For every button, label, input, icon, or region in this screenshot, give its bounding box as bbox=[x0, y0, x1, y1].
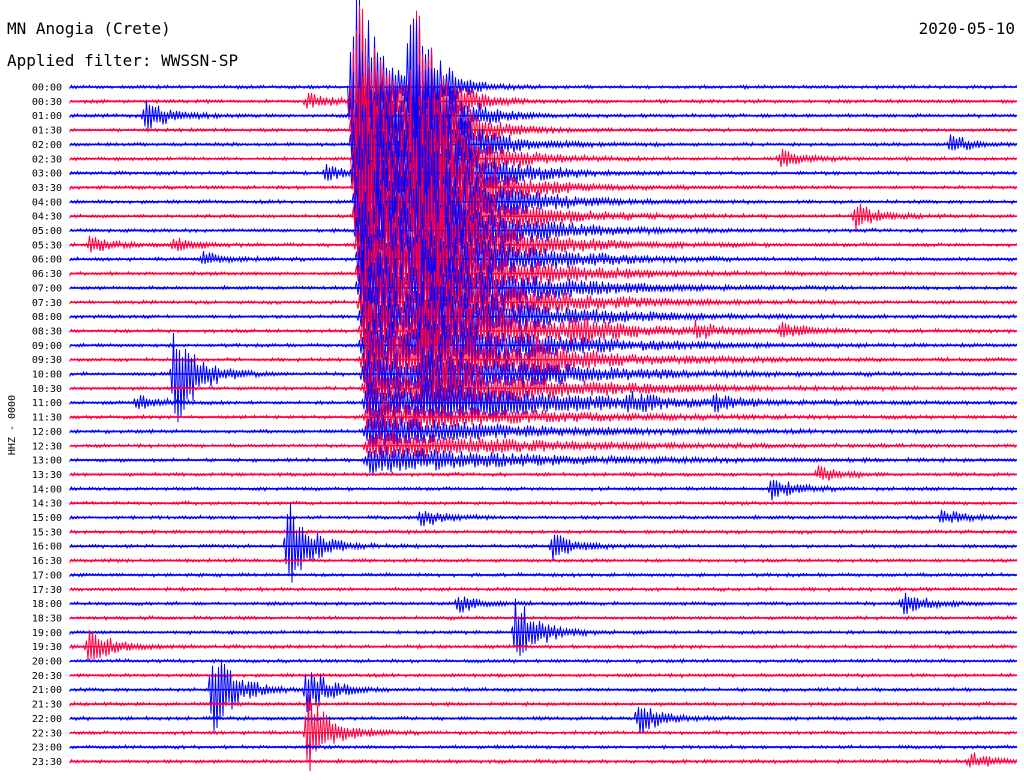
tick-label: 18:30 bbox=[32, 613, 62, 624]
tick-label: 23:30 bbox=[32, 757, 62, 768]
trace-group bbox=[69, 0, 1017, 772]
tick-label: 15:00 bbox=[32, 513, 62, 524]
tick-label: 20:00 bbox=[32, 657, 62, 668]
trace-line bbox=[69, 312, 1017, 380]
tick-label: 07:00 bbox=[32, 283, 62, 294]
tick-label: 20:30 bbox=[32, 671, 62, 682]
tick-label: 13:30 bbox=[32, 470, 62, 481]
date-label: 2020-05-10 bbox=[918, 19, 1015, 38]
tick-label: 14:30 bbox=[32, 499, 62, 510]
tick-label: 03:30 bbox=[32, 183, 62, 194]
tick-label: 15:30 bbox=[32, 527, 62, 538]
trace-line bbox=[69, 752, 1017, 768]
tick-label: 21:30 bbox=[32, 700, 62, 711]
tick-label: 09:30 bbox=[32, 355, 62, 366]
tick-label: 04:00 bbox=[32, 197, 62, 208]
tick-label: 16:30 bbox=[32, 556, 62, 567]
trace-line bbox=[69, 0, 1017, 196]
tick-label: 13:00 bbox=[32, 456, 62, 467]
tick-label: 19:00 bbox=[32, 628, 62, 639]
tick-label: 16:00 bbox=[32, 542, 62, 553]
tick-label: 04:30 bbox=[32, 212, 62, 223]
tick-label: 06:00 bbox=[32, 255, 62, 266]
tick-label: 10:00 bbox=[32, 370, 62, 381]
tick-label: 14:00 bbox=[32, 484, 62, 495]
tick-label: 05:00 bbox=[32, 226, 62, 237]
tick-label: 11:30 bbox=[32, 413, 62, 424]
tick-label: 23:00 bbox=[32, 743, 62, 754]
tick-label: 11:00 bbox=[32, 398, 62, 409]
channel-label: HHZ - 0000 bbox=[7, 395, 18, 455]
tick-label: 06:30 bbox=[32, 269, 62, 280]
tick-label: 21:00 bbox=[32, 685, 62, 696]
trace-line bbox=[69, 465, 1017, 481]
tick-label: 01:00 bbox=[32, 111, 62, 122]
tick-label: 05:30 bbox=[32, 240, 62, 251]
trace-line bbox=[69, 502, 1017, 583]
tick-label: 07:30 bbox=[32, 298, 62, 309]
tick-label: 17:30 bbox=[32, 585, 62, 596]
tick-label: 00:00 bbox=[32, 83, 62, 94]
tick-label: 18:00 bbox=[32, 599, 62, 610]
tick-label: 01:30 bbox=[32, 126, 62, 137]
trace-line bbox=[69, 659, 1017, 732]
tick-label: 02:00 bbox=[32, 140, 62, 151]
tick-label: 10:30 bbox=[32, 384, 62, 395]
filter-label: Applied filter: WWSSN-SP bbox=[7, 51, 239, 70]
trace-line bbox=[69, 479, 1017, 501]
trace-line bbox=[69, 19, 1017, 224]
tick-label: 03:00 bbox=[32, 169, 62, 180]
tick-label: 02:30 bbox=[32, 154, 62, 165]
tick-label: 12:00 bbox=[32, 427, 62, 438]
tick-label: 22:30 bbox=[32, 728, 62, 739]
station-title: MN Anogia (Crete) bbox=[7, 19, 171, 38]
tick-label: 19:30 bbox=[32, 642, 62, 653]
tick-label: 08:00 bbox=[32, 312, 62, 323]
tick-label: 12:30 bbox=[32, 441, 62, 452]
time-tick-labels: 00:00 00:30 01:00 01:30 02:00 02:30 03:00 03:30… bbox=[32, 83, 62, 768]
tick-label: 00:30 bbox=[32, 97, 62, 108]
tick-label: 22:00 bbox=[32, 714, 62, 725]
tick-label: 08:30 bbox=[32, 326, 62, 337]
tick-label: 09:00 bbox=[32, 341, 62, 352]
trace-line bbox=[69, 706, 1017, 735]
tick-label: 17:00 bbox=[32, 570, 62, 581]
